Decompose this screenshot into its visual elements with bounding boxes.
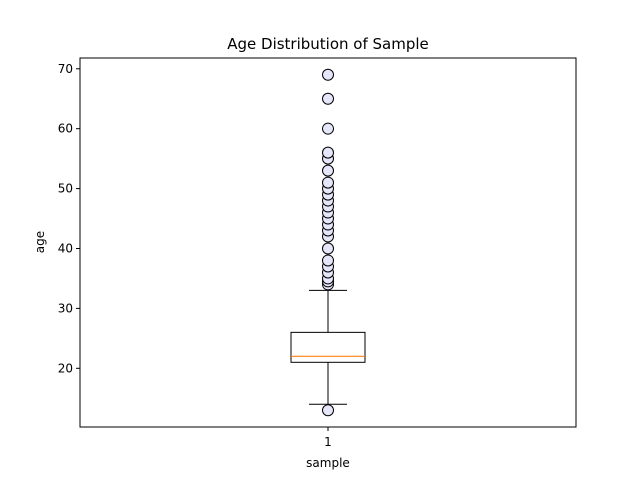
y-tick-label: 40 (58, 241, 73, 255)
outlier-point (322, 254, 334, 267)
y-tick-label: 60 (58, 122, 73, 136)
outlier-point (322, 68, 334, 81)
chart-title: Age Distribution of Sample (227, 35, 429, 53)
outlier-point (322, 122, 334, 135)
outlier-point (322, 176, 334, 189)
outlier-point (322, 146, 334, 159)
outlier-point (322, 242, 334, 255)
box-series (290, 68, 366, 417)
y-tick-label: 70 (58, 62, 73, 76)
y-tick-label: 50 (58, 182, 73, 196)
y-axis-label: age (33, 231, 47, 253)
x-axis: 1 (324, 427, 332, 449)
outlier-point (322, 404, 334, 417)
y-tick-label: 30 (58, 301, 73, 315)
x-tick-label: 1 (324, 435, 332, 449)
interquartile-box (290, 331, 366, 363)
y-tick-label: 20 (58, 361, 73, 375)
x-axis-label: sample (306, 456, 350, 470)
y-axis: 20 30 40 50 60 70 (58, 62, 80, 375)
outlier-point (322, 92, 334, 105)
outlier-point (322, 164, 334, 177)
